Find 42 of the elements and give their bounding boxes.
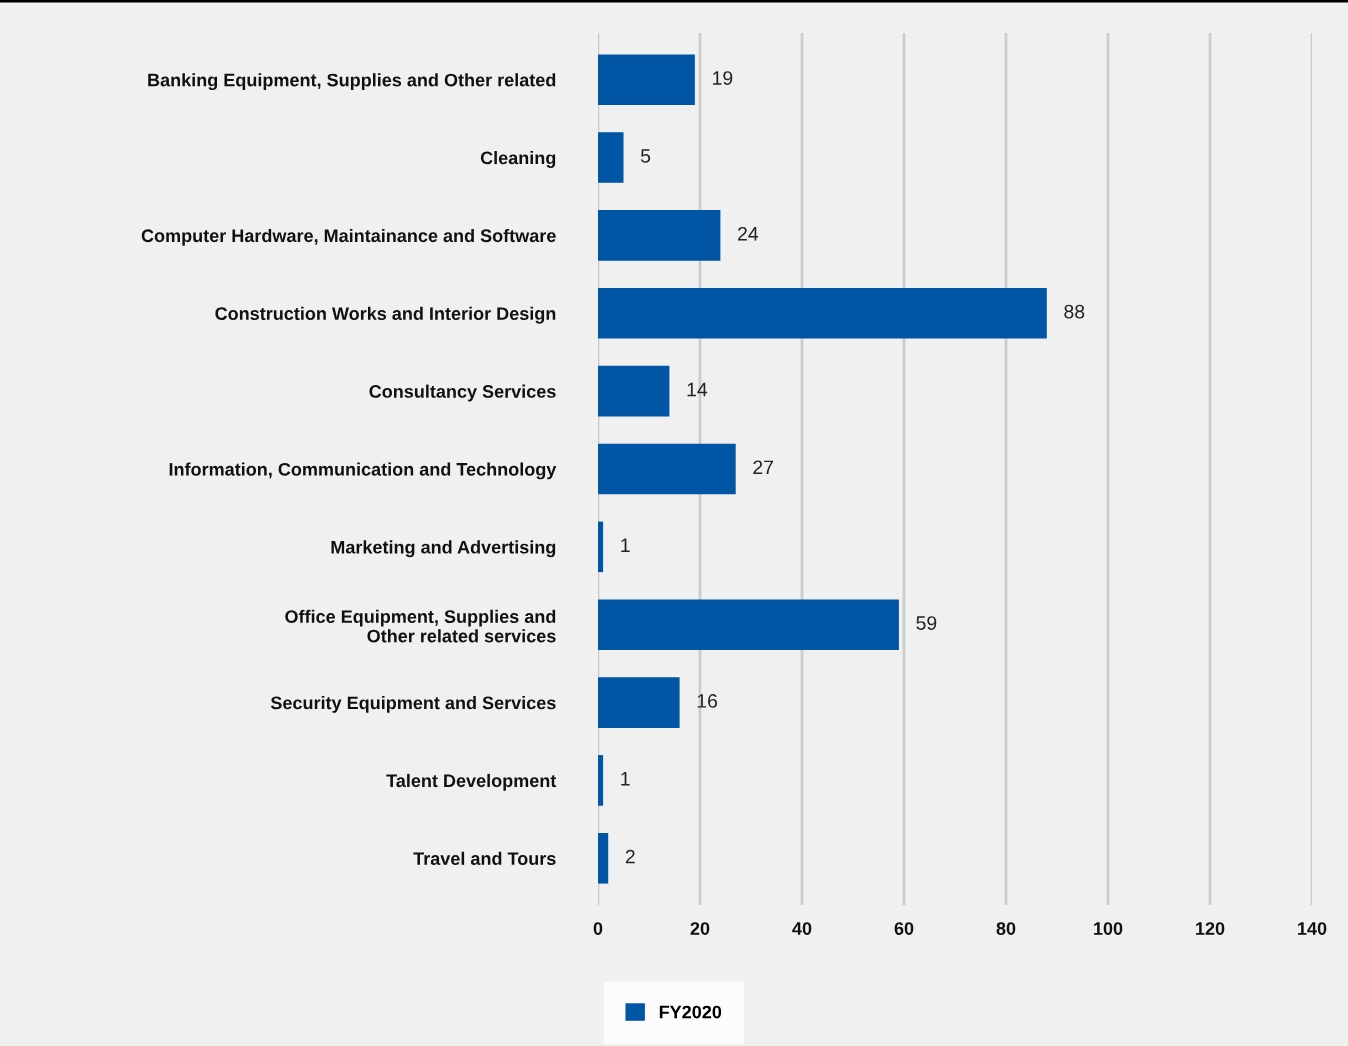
x-tick-label: 80 <box>996 922 1016 935</box>
legend-label: FY2020 <box>659 1005 722 1019</box>
data-label: 16 <box>697 694 718 708</box>
x-tick-label: 140 <box>1298 922 1327 935</box>
y-tick-label: Banking Equipment, Supplies and Other related <box>148 73 556 91</box>
data-label: 88 <box>1064 304 1085 319</box>
x-tick-label: 20 <box>690 922 710 935</box>
data-label: 1 <box>621 538 630 552</box>
bar <box>598 287 1047 339</box>
y-tick-label: Talent Development <box>386 773 557 791</box>
x-tick-label: 120 <box>1196 922 1225 935</box>
bar <box>598 443 736 495</box>
x-tick-label: 60 <box>894 922 914 935</box>
data-label: 14 <box>687 382 708 397</box>
data-label: 27 <box>753 460 774 475</box>
bar <box>598 521 604 573</box>
data-label: 59 <box>916 616 937 630</box>
y-tick-label: Information, Communication and Technology <box>169 462 557 480</box>
y-tick-label: Computer Hardware, Maintainance and Software <box>141 228 556 246</box>
bar <box>598 132 624 183</box>
bar <box>598 599 899 651</box>
data-label: 19 <box>713 71 733 85</box>
y-tick-label: Construction Works and Interior Design <box>215 306 556 324</box>
data-label: 5 <box>640 149 651 163</box>
bar <box>598 755 604 806</box>
y-tick-label: Marketing and Advertising <box>331 540 556 558</box>
y-tick-label: Security Equipment and Services <box>270 696 556 713</box>
x-tick-label: 40 <box>792 922 812 935</box>
x-tick-label: 0 <box>593 922 603 935</box>
bar <box>598 365 670 417</box>
data-label: 24 <box>738 226 759 241</box>
bar <box>598 832 609 884</box>
y-tick-label: Travel and Tours <box>413 851 556 866</box>
y-tick-label: Office Equipment, Supplies and Other related services <box>285 609 556 643</box>
bar <box>598 54 695 106</box>
data-label: 1 <box>621 772 630 786</box>
x-tick-label: 100 <box>1094 922 1123 935</box>
y-tick-label: Cleaning <box>480 151 556 168</box>
y-tick-label: Consultancy Services <box>369 384 556 402</box>
bar <box>598 677 680 728</box>
data-label: 2 <box>625 849 635 864</box>
bar <box>598 210 721 261</box>
